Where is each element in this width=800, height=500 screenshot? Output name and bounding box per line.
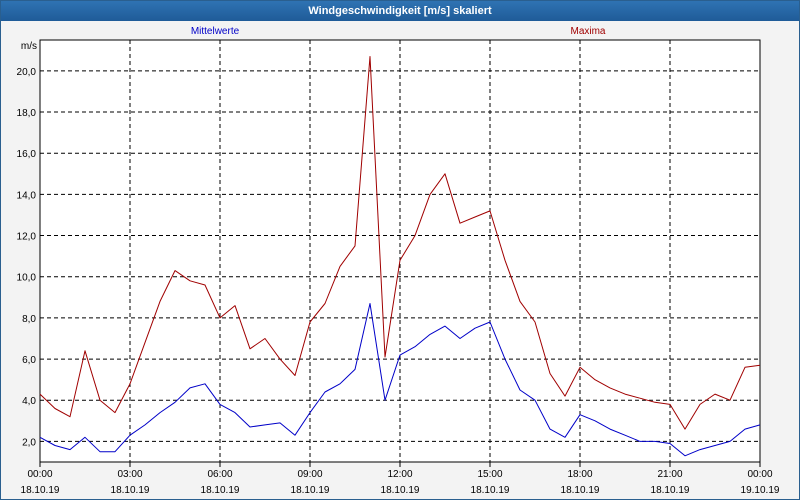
x-tick-date: 18.10.19 — [111, 485, 150, 496]
x-tick-date: 18.10.19 — [561, 485, 600, 496]
x-tick-time: 06:00 — [207, 469, 232, 480]
series-line-mittelwerte — [39, 303, 761, 457]
x-tick-date: 18.10.19 — [291, 485, 330, 496]
x-tick-date: 19.10.19 — [741, 485, 780, 496]
y-tick-label: 16,0 — [17, 149, 37, 160]
x-tick-time: 15:00 — [477, 469, 502, 480]
legend-mittelwerte: Mittelwerte — [191, 26, 240, 37]
x-tick-date: 18.10.19 — [381, 485, 420, 496]
series-lines — [39, 56, 761, 457]
y-tick-label: 4,0 — [22, 396, 36, 407]
x-tick-time: 00:00 — [27, 469, 52, 480]
y-tick-label: 6,0 — [22, 355, 36, 366]
y-tick-label: 2,0 — [22, 437, 36, 448]
y-tick-label: 18,0 — [17, 108, 37, 119]
axis-ticks: 2,0 4,0 6,0 8,0 10,0 12,0 14,0 16,0 18,0 20,0 00:0… — [17, 67, 780, 496]
y-tick-label: 20,0 — [17, 67, 37, 78]
window-title: Windgeschwindigkeit [m/s] skaliert — [1, 1, 799, 21]
y-tick-label: 10,0 — [17, 273, 37, 284]
x-tick-time: 09:00 — [297, 469, 322, 480]
x-tick-date: 18.10.19 — [471, 485, 510, 496]
series-line-maxima — [39, 56, 761, 430]
x-tick-time: 00:00 — [747, 469, 772, 480]
x-tick-date: 18.10.19 — [21, 485, 60, 496]
y-tick-label: 14,0 — [17, 190, 37, 201]
legend-maxima: Maxima — [570, 26, 605, 37]
y-tick-label: 12,0 — [17, 232, 37, 243]
grid — [40, 40, 760, 462]
x-tick-date: 18.10.19 — [201, 485, 240, 496]
x-tick-time: 03:00 — [117, 469, 142, 480]
x-tick-time: 12:00 — [387, 469, 412, 480]
x-tick-time: 21:00 — [657, 469, 682, 480]
y-axis-unit: m/s — [21, 41, 37, 52]
x-tick-date: 18.10.19 — [651, 485, 690, 496]
y-tick-label: 8,0 — [22, 314, 36, 325]
x-tick-time: 18:00 — [567, 469, 592, 480]
